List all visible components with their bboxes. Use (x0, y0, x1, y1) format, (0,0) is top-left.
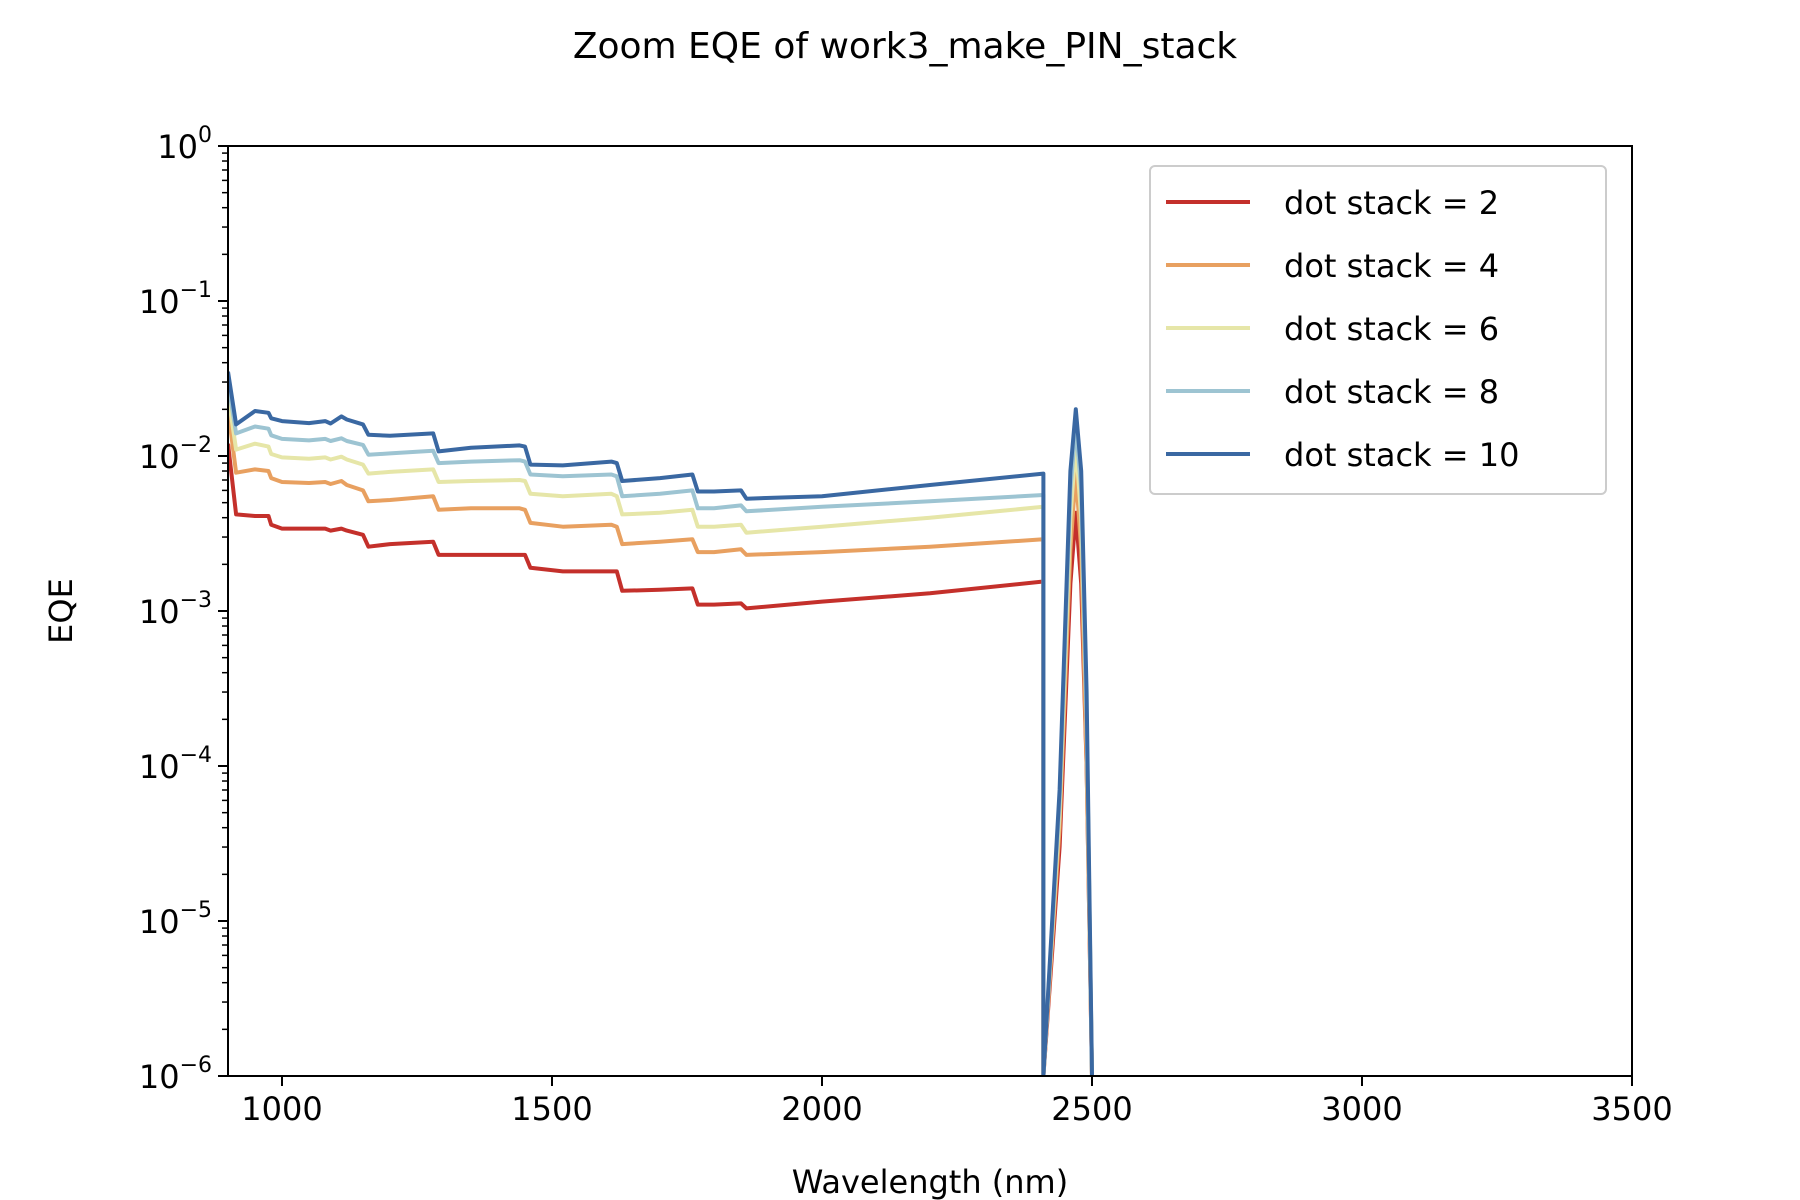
legend-label-5: dot stack = 10 (1284, 436, 1519, 474)
y-tick-label: 10−1 (139, 278, 212, 321)
x-tick-label: 2000 (781, 1090, 862, 1128)
chart-title: Zoom EQE of work3_make_PIN_stack (573, 26, 1237, 67)
legend-label-1: dot stack = 2 (1284, 184, 1499, 222)
y-tick-label: 10−4 (139, 743, 212, 786)
series-layer (228, 371, 1094, 1076)
y-tick-label: 10−3 (139, 588, 212, 631)
y-tick-label: 10−2 (139, 433, 212, 476)
x-tick-label: 1000 (241, 1090, 322, 1128)
series-line-4 (228, 381, 1094, 1076)
legend-frame (1149, 165, 1607, 495)
x-tick-label: 1500 (511, 1090, 592, 1128)
legend-label-3: dot stack = 6 (1284, 310, 1499, 348)
y-tick-label: 100 (157, 123, 212, 166)
legend: dot stack = 2 dot stack = 4 dot stack = 6 d… (1149, 165, 1607, 495)
series-line-1 (228, 443, 1094, 1076)
x-tick-label: 3000 (1321, 1090, 1402, 1128)
x-tick-label: 2500 (1051, 1090, 1132, 1128)
y-tick-label: 10−5 (139, 898, 212, 941)
x-axis: 1000 1500 2000 2500 3000 3500 (241, 1076, 1673, 1128)
y-axis: 10−6 10−5 10−4 10−3 10−2 10−1 100 (139, 123, 228, 1096)
series-line-3 (228, 394, 1094, 1076)
series-line-2 (228, 409, 1094, 1076)
y-tick-label: 10−6 (139, 1053, 212, 1096)
y-axis-label: EQE (42, 578, 80, 644)
x-axis-label: Wavelength (nm) (792, 1163, 1068, 1200)
legend-label-4: dot stack = 8 (1284, 373, 1499, 411)
series-line-5 (228, 371, 1094, 1076)
legend-label-2: dot stack = 4 (1284, 247, 1499, 285)
x-tick-label: 3500 (1591, 1090, 1672, 1128)
